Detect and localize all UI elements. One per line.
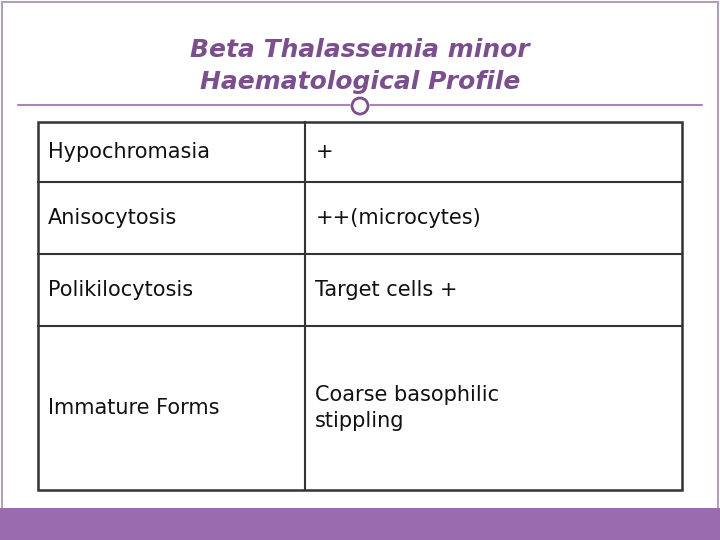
- FancyBboxPatch shape: [38, 122, 682, 490]
- Text: Coarse basophilic
stippling: Coarse basophilic stippling: [315, 385, 500, 431]
- Text: Polikilocytosis: Polikilocytosis: [48, 280, 193, 300]
- Text: Anisocytosis: Anisocytosis: [48, 208, 177, 228]
- Text: Beta Thalassemia minor: Beta Thalassemia minor: [190, 38, 530, 62]
- Circle shape: [351, 97, 369, 115]
- Text: Immature Forms: Immature Forms: [48, 398, 220, 418]
- Text: Haematological Profile: Haematological Profile: [200, 70, 520, 94]
- FancyBboxPatch shape: [0, 508, 720, 540]
- Text: Target cells +: Target cells +: [315, 280, 458, 300]
- Text: Hypochromasia: Hypochromasia: [48, 142, 210, 162]
- Text: +: +: [315, 142, 333, 162]
- Text: ++(microcytes): ++(microcytes): [315, 208, 481, 228]
